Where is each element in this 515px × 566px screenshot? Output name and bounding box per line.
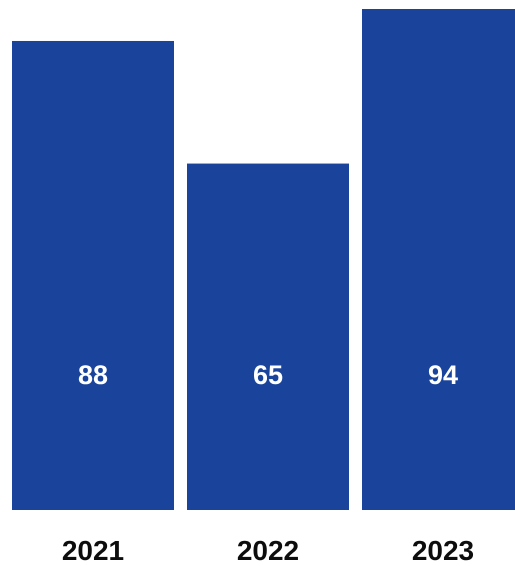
bar-2021: [12, 40, 174, 510]
bars-group: [12, 9, 515, 510]
bar-value-labels: 88 65 94: [78, 360, 458, 390]
category-label-2023: 2023: [412, 535, 474, 566]
bar-2023: [362, 9, 515, 510]
category-label-2021: 2021: [62, 535, 124, 566]
category-label-2022: 2022: [237, 535, 299, 566]
bar-value-label-2021: 88: [78, 360, 108, 390]
bar-2022: [187, 163, 349, 510]
bar-value-label-2022: 65: [253, 360, 283, 390]
category-labels: 2021 2022 2023: [62, 535, 474, 566]
bar-value-label-2023: 94: [428, 360, 458, 390]
